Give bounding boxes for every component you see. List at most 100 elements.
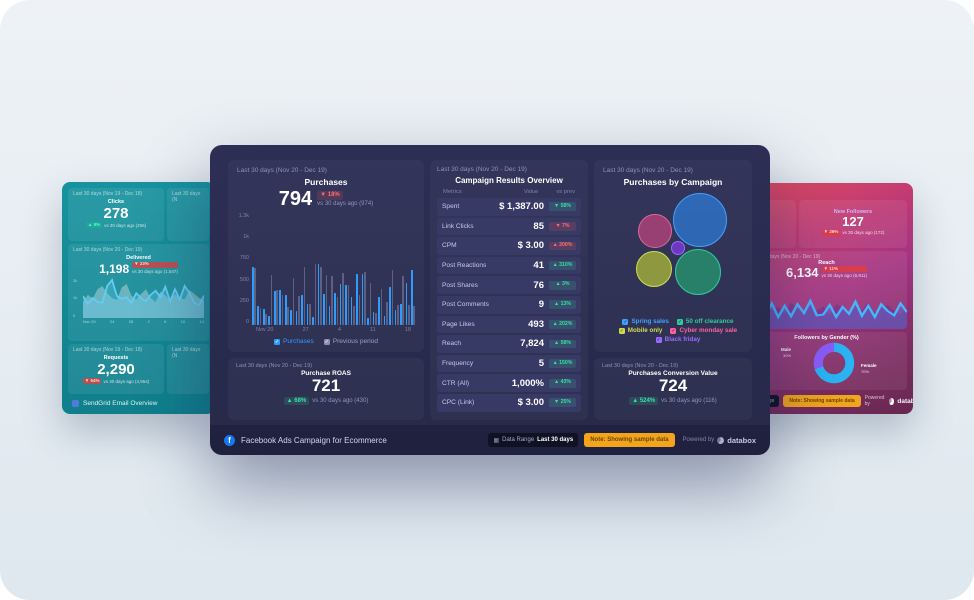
table-row[interactable]: CPC (Link) $ 3.00 ▼ 25% — [437, 393, 581, 412]
metric-name: Link Clicks — [442, 222, 474, 230]
compare-text: vs 30 days ago (256) — [104, 222, 147, 228]
bar-pair — [394, 241, 399, 325]
bubble-cyber-monday-sale[interactable] — [638, 214, 672, 248]
widget-date-header: Last 30 days (Nov 20 - Dec 19) — [437, 166, 527, 173]
y-axis-ticks: 1.3k 1k 750 500 250 0 — [238, 213, 249, 325]
bubble-black-friday[interactable] — [671, 241, 685, 255]
purchases-bar-chart — [252, 241, 416, 325]
checkbox-icon: ✓ — [676, 318, 683, 325]
change-badge: ▲ 202% — [549, 320, 576, 329]
table-row[interactable]: Post Shares 76 ▲ 3% — [437, 276, 581, 294]
bar-pair — [356, 241, 361, 325]
widget-date-header: Last 30 days (Nov 19 - Dec 18) — [73, 347, 143, 354]
change-badge: ▲ 43% — [549, 378, 576, 388]
metric-name: CPM — [442, 242, 457, 250]
bar-pair — [273, 241, 278, 325]
change-badge: ▲ 310% — [549, 261, 576, 270]
bar-pair — [361, 241, 366, 325]
metric-value: 721 — [311, 376, 341, 395]
checkbox-icon: ✓ — [655, 336, 662, 343]
metric-name: CPC (Link) — [442, 399, 475, 407]
facebook-ads-dashboard: Last 30 days (Nov 20 - Dec 19) Purchases… — [210, 145, 770, 455]
requests-widget[interactable]: Last 30 days (Nov 19 - Dec 18) Requests … — [68, 344, 164, 394]
table-row[interactable]: Post Reactions 41 ▲ 310% — [437, 256, 581, 275]
databox-logo-icon — [717, 436, 725, 444]
metric-name: Reach — [442, 340, 462, 348]
new-followers-widget[interactable]: New Followers 127 ▼ 26% vs 30 days ago (… — [799, 200, 907, 248]
chart-legend: ✓ Purchases ✓ Previous period — [237, 338, 415, 345]
compare-text: vs 30 days ago (974) — [317, 200, 374, 207]
compare-text: vs 30 days ago (4,954) — [103, 378, 150, 384]
powered-by[interactable]: Powered by databox — [864, 395, 913, 407]
table-row[interactable]: Spent $ 1,387.00 ▼ 58% — [437, 198, 581, 216]
bar-pair — [301, 241, 306, 325]
metric-value: $ 3.00 — [517, 397, 544, 409]
metric-label: Purchase ROAS — [301, 370, 351, 377]
table-row[interactable]: Reach 7,824 ▲ 58% — [437, 335, 581, 353]
legend-item[interactable]: ✓ Black friday — [655, 336, 701, 343]
legend-item[interactable]: ✓ 50 off clearance — [676, 318, 734, 325]
bar-pair — [345, 241, 350, 325]
table-row[interactable]: Frequency 5 ▲ 150% — [437, 354, 581, 373]
bar-pair — [317, 241, 322, 325]
bubble-spring-sales[interactable] — [673, 193, 727, 247]
sendgrid-icon — [72, 400, 79, 407]
compare-text: vs 30 days ago (172) — [842, 230, 885, 236]
table-row[interactable]: CTR (All) 1,000% ▲ 43% — [437, 374, 581, 392]
sample-data-note[interactable]: Note: Showing sample data — [783, 395, 861, 407]
bar-pair — [306, 241, 311, 325]
date-range-button[interactable]: ▦ Data Range Last 30 days — [488, 433, 579, 447]
checkbox-icon: ✓ — [618, 327, 625, 334]
table-row[interactable]: Link Clicks 85 ▼ 7% — [437, 217, 581, 236]
bar-pair — [367, 241, 372, 325]
table-row[interactable]: Page Likes 493 ▲ 202% — [437, 315, 581, 334]
metric-value: 278 — [103, 205, 129, 222]
legend-item[interactable]: ✓ Mobile only — [618, 327, 663, 334]
purchases-by-campaign-widget[interactable]: Last 30 days (Nov 20 - Dec 19) Purchases… — [594, 160, 752, 352]
compare-text: vs 30 days ago (116) — [661, 397, 717, 404]
change-badge: ▼ 7% — [549, 222, 576, 231]
table-row[interactable]: CPM $ 3.00 ▲ 200% — [437, 237, 581, 255]
widget-date-header: Last 30 days (Nov 20 - Dec 19) — [237, 167, 327, 174]
change-badge: ▲ 150% — [549, 359, 576, 368]
purchases-chart-widget[interactable]: Last 30 days (Nov 20 - Dec 19) Purchases… — [228, 160, 424, 352]
campaign-results-table[interactable]: Last 30 days (Nov 20 - Dec 19) Campaign … — [430, 160, 588, 420]
reach-widget[interactable]: Last 30 days (Nov 20 - Dec 19) Reach 6,1… — [746, 251, 907, 329]
sample-data-note[interactable]: Note: Showing sample data — [584, 433, 675, 447]
widget-date-header: Last 30 days (Nov 19 - Dec 18) — [73, 191, 143, 197]
bar-pair — [411, 241, 416, 325]
legend-item[interactable]: ✓ Cyber monday sale — [670, 327, 738, 334]
purchase-roas-widget[interactable]: Last 30 days (Nov 20 - Dec 19) Purchase … — [228, 358, 424, 420]
table-row[interactable]: Post Comments 9 ▲ 13% — [437, 295, 581, 314]
bar-pair — [400, 241, 405, 325]
metric-value: 724 — [658, 376, 688, 395]
table-title: Campaign Results Overview — [455, 176, 563, 185]
delivered-widget[interactable]: Last 30 days (Nov 20 - Dec 19) Delivered… — [68, 243, 209, 342]
compare-text: vs 30 days ago (430) — [312, 397, 369, 404]
bar-pair — [405, 241, 410, 325]
compare-text: vs 30 days ago (6,911) — [821, 272, 867, 278]
metric-value: $ 3.00 — [517, 240, 544, 252]
metric-label: Purchases Conversion Value — [628, 370, 718, 377]
bubble-mobile-only[interactable] — [636, 251, 672, 287]
bubble-50-off-clearance[interactable] — [675, 249, 721, 295]
powered-by[interactable]: Powered by databox — [682, 435, 756, 445]
widget-date-header: Last 30 days (Nov 20 - Dec 19) — [602, 363, 679, 369]
dashboard-title: Facebook Ads Campaign for Ecommerce — [241, 435, 387, 445]
x-axis-ticks: Nov 20 27 4 11 18 — [256, 327, 411, 333]
bar-pair — [252, 241, 256, 325]
legend-item[interactable]: ✓ Purchases — [274, 338, 314, 345]
bar-pair — [312, 241, 317, 325]
metric-name: Post Shares — [442, 281, 478, 289]
legend-item[interactable]: ✓ Spring sales — [622, 318, 669, 325]
metric-value: 9 — [538, 299, 544, 311]
metric-value: 6,134 — [786, 265, 819, 280]
change-badge: ▲ 524% — [629, 396, 659, 406]
bar-pair — [279, 241, 284, 325]
reach-area-chart — [746, 298, 907, 329]
purchases-conversion-value-widget[interactable]: Last 30 days (Nov 20 - Dec 19) Purchases… — [594, 358, 752, 420]
clicks-widget[interactable]: Last 30 days (Nov 19 - Dec 18) Clicks 27… — [68, 188, 164, 241]
chart-title: Followers by Gender (%) — [794, 335, 859, 341]
followers-by-gender-widget[interactable]: Followers by Gender (%) Male 30% Female 70… — [746, 332, 907, 390]
legend-item[interactable]: ✓ Previous period — [323, 338, 378, 345]
